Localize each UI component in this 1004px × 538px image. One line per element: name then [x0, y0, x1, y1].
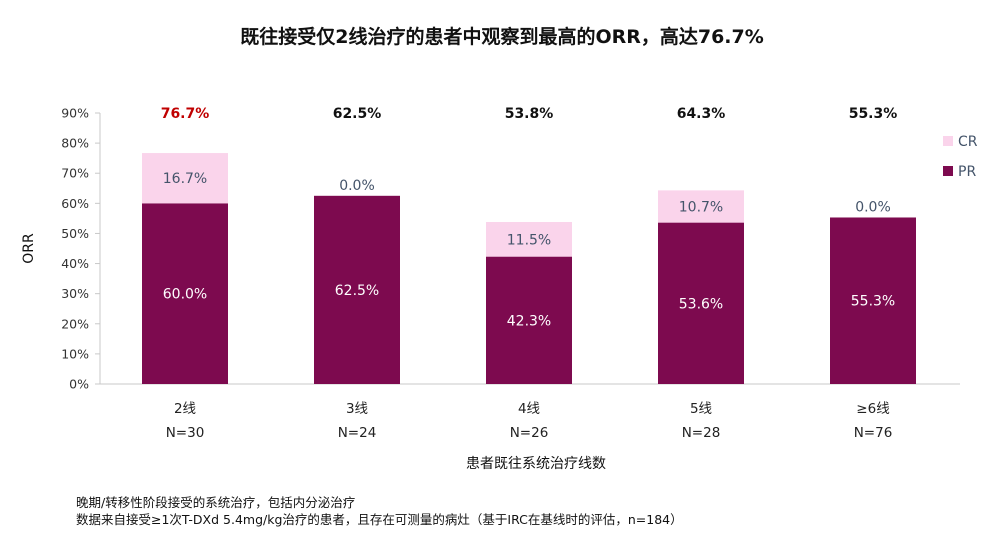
legend-label-cr: CR [958, 134, 978, 150]
y-tick-label: 60% [61, 196, 89, 211]
bar-cr-2 [486, 222, 572, 257]
x-tick-label: ≥6线 [856, 401, 889, 417]
n-label: N=26 [510, 425, 549, 441]
bar-cr-3 [658, 190, 744, 223]
y-tick-label: 40% [61, 256, 89, 271]
total-label: 76.7% [161, 106, 210, 122]
total-label: 53.8% [505, 106, 554, 122]
pr-data-label: 42.3% [507, 313, 551, 329]
n-label: N=28 [682, 425, 721, 441]
pr-data-label: 55.3% [851, 294, 895, 310]
legend-label-pr: PR [958, 164, 976, 180]
y-tick-label: 20% [61, 316, 89, 331]
x-axis-label: 患者既往系统治疗线数 [466, 456, 606, 472]
cr-data-label: 16.7% [163, 171, 207, 187]
total-label: 64.3% [677, 106, 726, 122]
cr-data-label: 11.5% [507, 232, 551, 248]
bar-pr-0 [142, 203, 228, 384]
y-tick-label: 0% [69, 377, 89, 392]
bar-pr-4 [830, 217, 916, 384]
pr-data-label: 53.6% [679, 296, 723, 312]
bar-pr-2 [486, 256, 572, 384]
footnote-2: 数据来自接受≥1次T-DXd 5.4mg/kg治疗的患者，且存在可测量的病灶（基… [76, 512, 683, 527]
x-tick-label: 4线 [518, 401, 540, 417]
n-label: N=30 [166, 425, 205, 441]
bar-pr-3 [658, 222, 744, 384]
n-label: N=24 [338, 425, 377, 441]
x-tick-label: 5线 [690, 401, 712, 417]
x-tick-label: 3线 [346, 401, 368, 417]
y-tick-label: 30% [61, 286, 89, 301]
pr-data-label: 60.0% [163, 287, 207, 303]
cr-data-label: 0.0% [855, 199, 891, 215]
cr-data-label: 0.0% [339, 178, 375, 194]
y-tick-label: 50% [61, 226, 89, 241]
x-tick-label: 2线 [174, 401, 196, 417]
y-tick-label: 70% [61, 166, 89, 181]
legend-swatch-cr [943, 136, 953, 146]
cr-data-label: 10.7% [679, 199, 723, 215]
y-axis-label: ORR [21, 233, 37, 264]
total-label: 55.3% [849, 106, 898, 122]
footnote-1: 晚期/转移性阶段接受的系统治疗，包括内分泌治疗 [76, 495, 356, 510]
bar-cr-0 [142, 153, 228, 204]
y-tick-label: 90% [61, 106, 89, 121]
pr-data-label: 62.5% [335, 283, 379, 299]
chart-title: 既往接受仅2线治疗的患者中观察到最高的ORR，高达76.7% [240, 26, 764, 48]
legend-swatch-pr [943, 166, 953, 176]
bar-pr-1 [314, 195, 400, 384]
y-tick-label: 10% [61, 346, 89, 361]
y-tick-label: 80% [61, 136, 89, 151]
total-label: 62.5% [333, 106, 382, 122]
n-label: N=76 [854, 425, 893, 441]
